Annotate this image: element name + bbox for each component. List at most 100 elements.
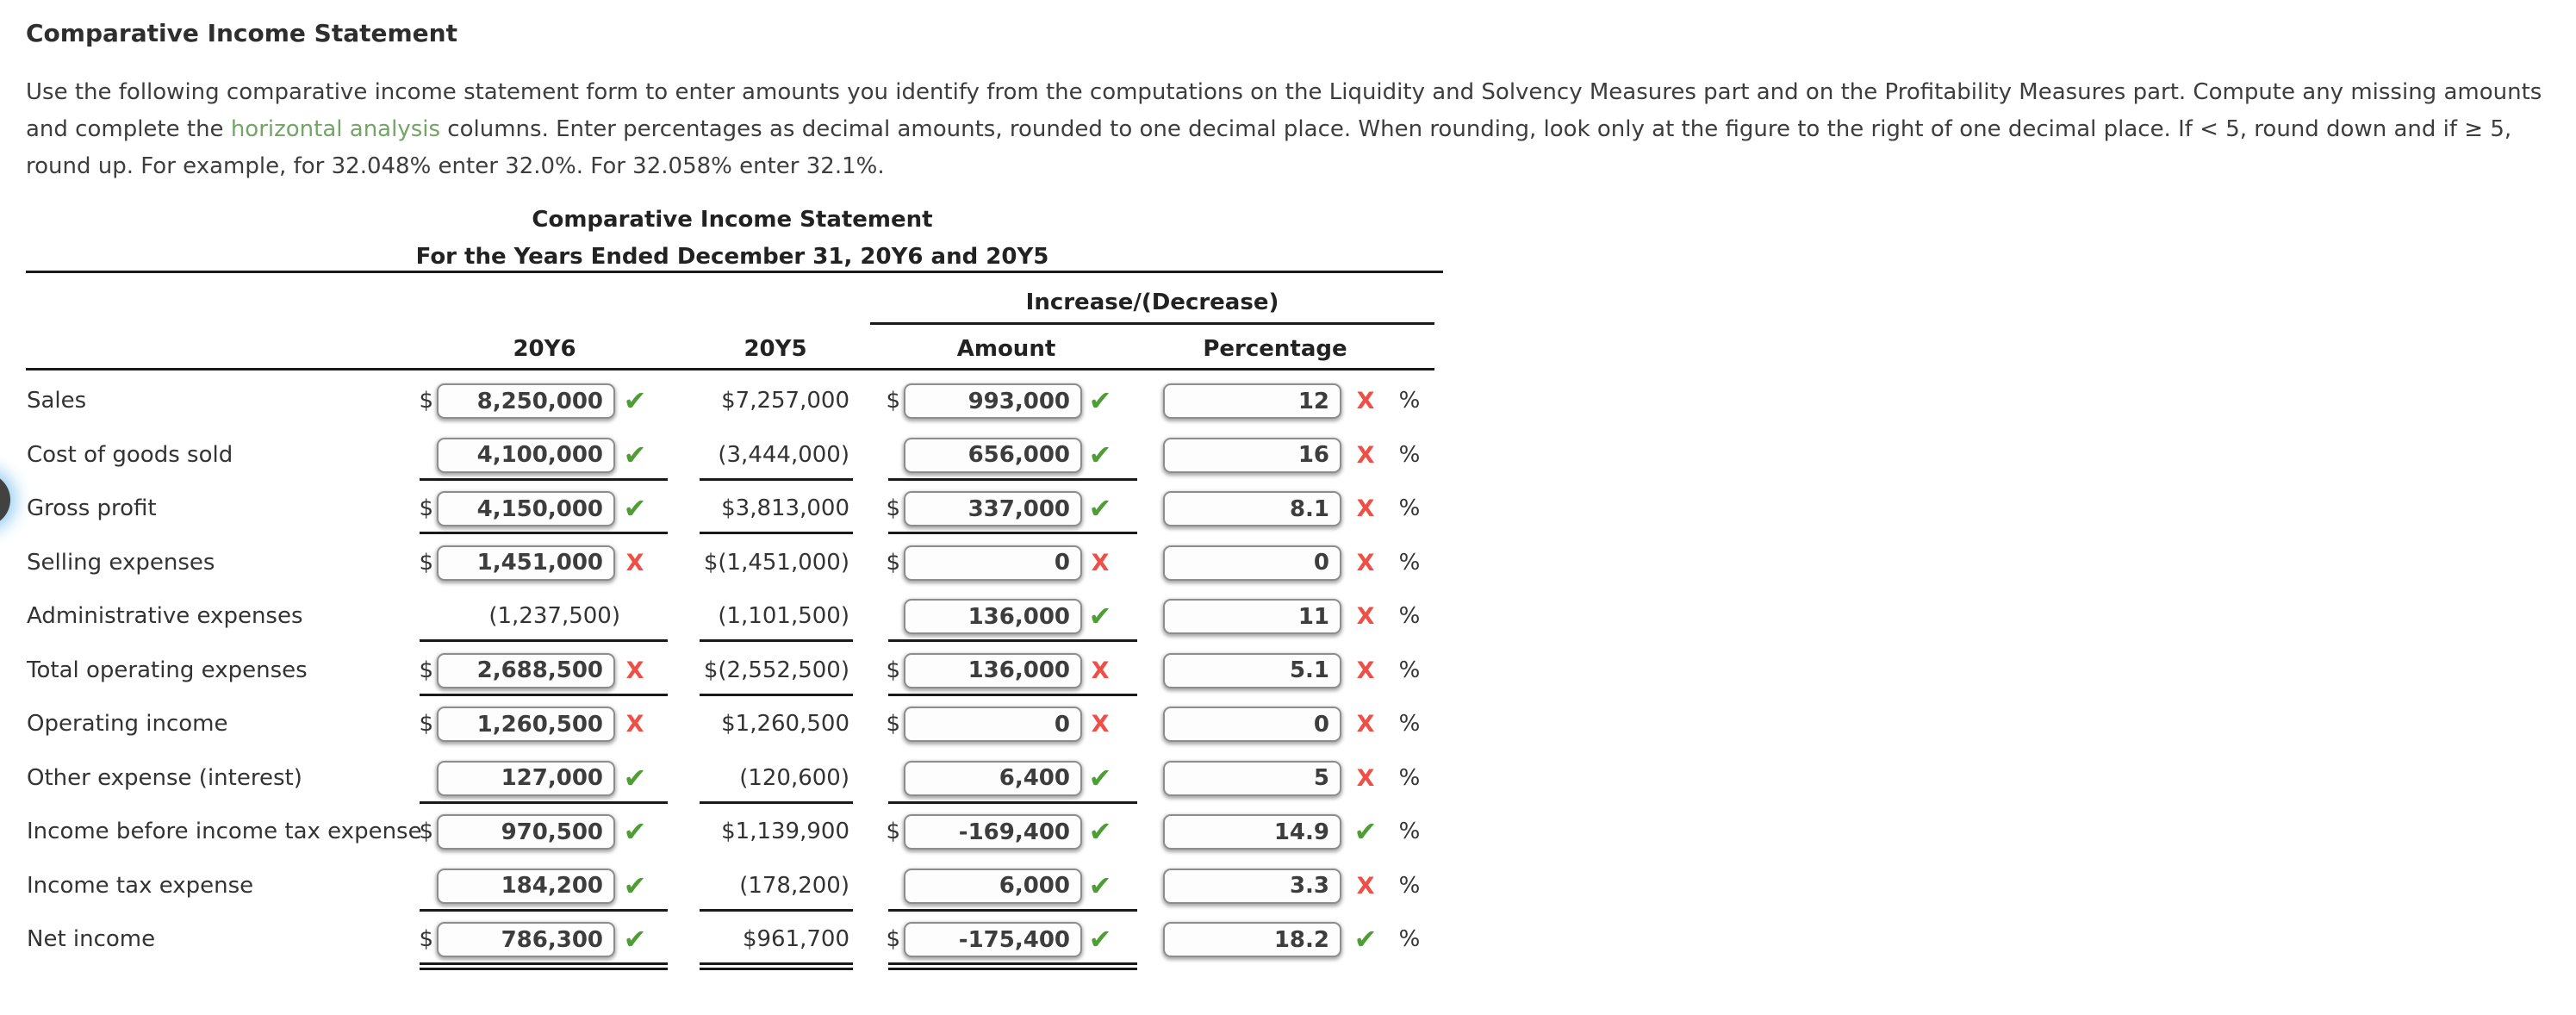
amount-input-change[interactable]: [904, 545, 1082, 581]
amount-input-20y6[interactable]: [437, 545, 615, 581]
subtotal-rule: [700, 532, 853, 534]
horizontal-analysis-link[interactable]: horizontal analysis: [230, 116, 441, 142]
amount-input-20y6[interactable]: [437, 760, 615, 796]
table-row: Income before income tax expense $ ✔ $1,…: [0, 805, 1465, 859]
subtotal-rule: [700, 693, 853, 696]
percentage-input[interactable]: [1163, 491, 1341, 526]
incorrect-x-icon: X: [1091, 657, 1110, 684]
static-value-20y5: (1,101,500): [718, 603, 849, 629]
percentage-input[interactable]: [1163, 437, 1341, 473]
correct-check-icon: ✔: [1088, 815, 1112, 848]
amount-input-20y6[interactable]: [437, 437, 615, 473]
percentage-input[interactable]: [1163, 383, 1341, 419]
amount-input-change[interactable]: [904, 383, 1082, 419]
static-value-20y5: $1,260,500: [721, 711, 849, 737]
amount-input-change[interactable]: [904, 437, 1082, 473]
subtotal-rule: [888, 693, 1137, 696]
percentage-input[interactable]: [1163, 707, 1341, 742]
percentage-input[interactable]: [1163, 922, 1341, 957]
column-header-percentage: Percentage: [1203, 336, 1347, 362]
increase-decrease-underline: [870, 322, 1434, 325]
incorrect-x-icon: X: [1356, 872, 1375, 900]
amount-input-change[interactable]: [904, 599, 1082, 634]
table-top-rule: [26, 271, 1443, 273]
amount-input-change[interactable]: [904, 491, 1082, 526]
total-double-rule: [700, 962, 853, 970]
percentage-input[interactable]: [1163, 814, 1341, 850]
increase-decrease-header: Increase/(Decrease): [1025, 290, 1279, 315]
dollar-sign: $: [419, 388, 433, 414]
row-label: Sales: [27, 388, 87, 414]
incorrect-x-icon: X: [1356, 441, 1375, 469]
table-row: Income tax expense $ ✔ (178,200) $ ✔ X %: [0, 859, 1465, 913]
amount-input-change[interactable]: [904, 760, 1082, 796]
row-label: Gross profit: [27, 495, 157, 521]
percent-sign: %: [1398, 495, 1421, 521]
amount-input-20y6[interactable]: [437, 383, 615, 419]
correct-check-icon: ✔: [1088, 869, 1112, 902]
incorrect-x-icon: X: [1356, 388, 1375, 414]
correct-check-icon: ✔: [1353, 815, 1378, 848]
table-row: Cost of goods sold $ ✔ (3,444,000) $ ✔ X…: [0, 428, 1465, 483]
amount-input-20y6[interactable]: [437, 868, 615, 904]
correct-check-icon: ✔: [623, 761, 647, 794]
subtotal-rule: [700, 800, 853, 804]
subtotal-rule: [700, 477, 853, 481]
row-label: Income tax expense: [27, 872, 254, 899]
incorrect-x-icon: X: [625, 549, 644, 576]
dollar-sign: $: [886, 711, 900, 737]
correct-check-icon: ✔: [623, 815, 647, 848]
amount-input-change[interactable]: [904, 814, 1082, 850]
subtotal-rule: [420, 639, 668, 642]
percentage-input[interactable]: [1163, 652, 1341, 688]
row-label: Income before income tax expense: [27, 819, 422, 844]
amount-input-20y6[interactable]: [437, 814, 615, 850]
table-row: Sales $ ✔ $7,257,000 $ ✔ X %: [0, 374, 1465, 428]
dollar-sign: $: [419, 549, 433, 576]
table-row: Selling expenses $ X $(1,451,000) $ X X …: [0, 536, 1465, 590]
row-label: Administrative expenses: [27, 603, 303, 629]
amount-input-change[interactable]: [904, 652, 1082, 688]
amount-input-change[interactable]: [904, 707, 1082, 742]
incorrect-x-icon: X: [1356, 711, 1375, 738]
subtotal-rule: [700, 908, 853, 912]
amount-input-20y6[interactable]: [437, 922, 615, 957]
subtotal-rule: [420, 800, 668, 804]
amount-input-20y6[interactable]: [437, 707, 615, 742]
table-row: Gross profit $ ✔ $3,813,000 $ ✔ X %: [0, 482, 1465, 536]
static-value-20y5: $(2,552,500): [703, 657, 849, 683]
amount-input-20y6[interactable]: [437, 491, 615, 526]
percent-sign: %: [1398, 819, 1421, 844]
incorrect-x-icon: X: [625, 657, 644, 684]
dollar-sign: $: [886, 657, 900, 683]
percentage-input[interactable]: [1163, 599, 1341, 634]
incorrect-x-icon: X: [1356, 549, 1375, 576]
static-value-20y5: $(1,451,000): [703, 549, 849, 576]
column-header-20y5: 20Y5: [744, 336, 807, 362]
subtotal-rule: [888, 532, 1137, 534]
subtotal-rule: [420, 532, 668, 534]
correct-check-icon: ✔: [1088, 761, 1112, 794]
subtotal-rule: [888, 908, 1137, 912]
static-value-20y5: $3,813,000: [721, 495, 849, 521]
amount-input-change[interactable]: [904, 922, 1082, 957]
correct-check-icon: ✔: [1088, 384, 1112, 417]
table-row: Net income $ ✔ $961,700 $ ✔ ✔ %: [0, 912, 1465, 970]
correct-check-icon: ✔: [623, 492, 647, 525]
total-double-rule: [888, 962, 1137, 970]
amount-input-20y6[interactable]: [437, 652, 615, 688]
dollar-sign: $: [886, 819, 900, 844]
static-value-20y5: (178,200): [739, 872, 849, 899]
amount-input-change[interactable]: [904, 868, 1082, 904]
correct-check-icon: ✔: [1353, 923, 1378, 956]
percent-sign: %: [1398, 872, 1421, 899]
table-row: Total operating expenses $ X $(2,552,500…: [0, 644, 1465, 698]
subtotal-rule: [420, 908, 668, 912]
percent-sign: %: [1398, 388, 1421, 414]
percentage-input[interactable]: [1163, 760, 1341, 796]
row-label: Other expense (interest): [27, 764, 302, 791]
row-label: Net income: [27, 926, 156, 952]
percentage-input[interactable]: [1163, 868, 1341, 904]
percentage-input[interactable]: [1163, 545, 1341, 581]
